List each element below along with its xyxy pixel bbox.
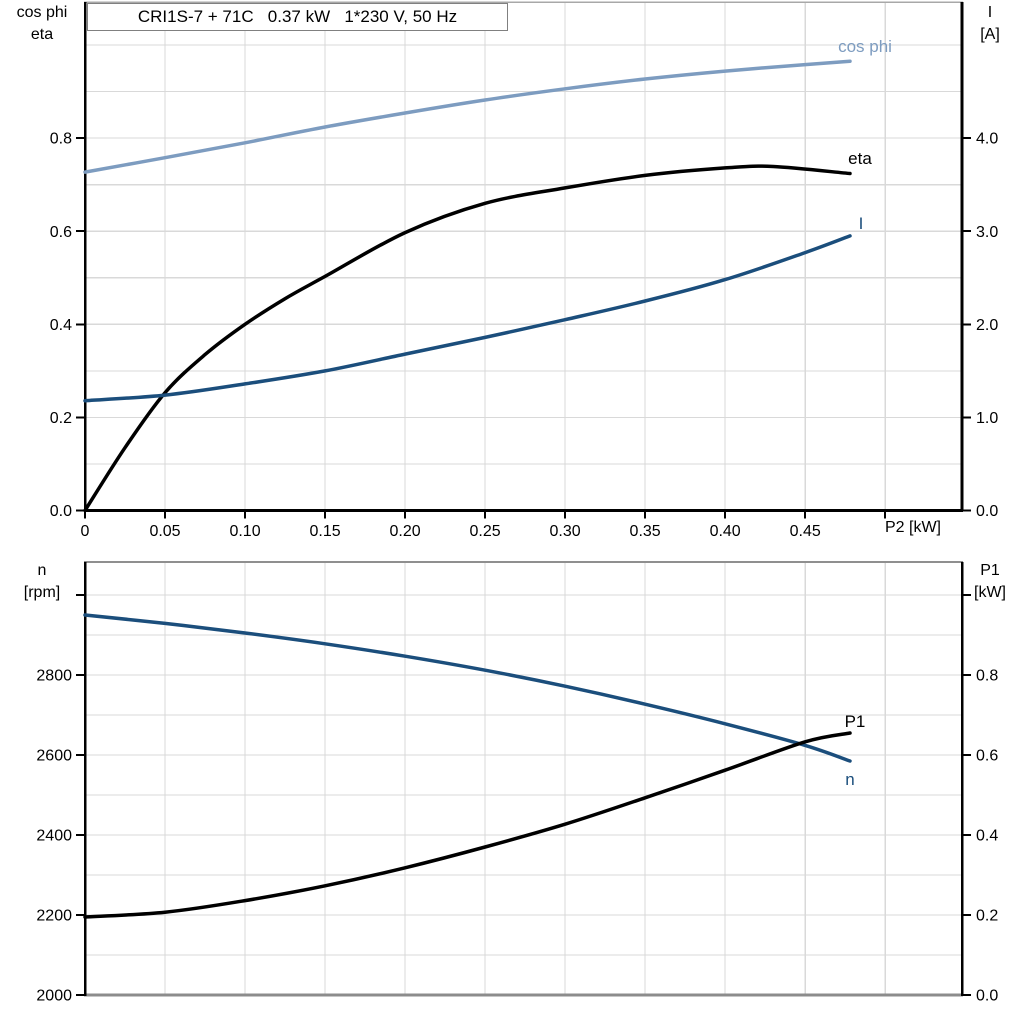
motor-curves-bottom-panel: 2000 2200 2400 2600 2800 0.0 0.2 0.4 0.6 0.8 P1 n bbox=[36, 561, 998, 1005]
left-tick-label: 2000 bbox=[36, 988, 72, 1005]
x-axis-label: P2 [kW] bbox=[884, 519, 941, 536]
curve-label-p1: P1 bbox=[845, 712, 866, 731]
x-tick-label: 0.20 bbox=[390, 523, 421, 540]
x-tick-label: 0.35 bbox=[630, 523, 661, 540]
left-tick-label: 2200 bbox=[36, 908, 72, 925]
right-tick-label: 4.0 bbox=[976, 131, 998, 148]
motor-curves-top-ticks: 0.0 0.2 0.4 0.6 0.8 0.0 1.0 2.0 3.0 4.0 0 0.05 0.10 0… bbox=[50, 131, 999, 540]
curve-label-i: I bbox=[859, 214, 864, 233]
x-tick-label: 0 bbox=[81, 523, 90, 540]
curve-label-eta: eta bbox=[848, 149, 872, 168]
right-tick-label: 1.0 bbox=[976, 410, 998, 427]
x-tick-label: 0.05 bbox=[149, 523, 180, 540]
curve-label-cos-phi: cos phi bbox=[838, 37, 892, 56]
series-i-curve bbox=[83, 234, 852, 403]
right-tick-label: 0.0 bbox=[976, 988, 998, 1005]
motor-curves-top-panel: 0.0 0.2 0.4 0.6 0.8 0.0 1.0 2.0 3.0 4.0 0 0.05 0.10 0… bbox=[50, 1, 999, 540]
right-axis-title-line1: I bbox=[987, 4, 993, 21]
series-p1-curve bbox=[83, 731, 852, 919]
x-tick-label: 0.15 bbox=[309, 523, 340, 540]
left-tick-label: 2600 bbox=[36, 748, 72, 765]
motor-curves-bottom-grid bbox=[85, 562, 962, 995]
x-tick-label: 0.10 bbox=[229, 523, 260, 540]
chart-title: CRI1S-7 + 71C 0.37 kW 1*230 V, 50 Hz bbox=[137, 7, 458, 26]
right-tick-label: 3.0 bbox=[976, 224, 998, 241]
power-axis-title-line1: P1 bbox=[980, 562, 1000, 579]
power-axis-title-line2: [kW] bbox=[974, 584, 1006, 601]
series-eta-curve bbox=[83, 164, 852, 513]
left-tick-label: 0.6 bbox=[50, 224, 72, 241]
speed-axis-title-line1: n bbox=[37, 562, 47, 579]
right-tick-label: 0.6 bbox=[976, 748, 998, 765]
motor-curves-bottom-ticks: 2000 2200 2400 2600 2800 0.0 0.2 0.4 0.6 0.8 bbox=[36, 594, 998, 1005]
left-axis-title-line1: cos phi bbox=[16, 4, 68, 21]
right-tick-label: 0.8 bbox=[976, 668, 998, 685]
chart-title-box: CRI1S-7 + 71C 0.37 kW 1*230 V, 50 Hz bbox=[87, 3, 508, 31]
left-axis-title-line2: eta bbox=[30, 26, 54, 43]
motor-curves-top-grid bbox=[85, 2, 962, 511]
bottom-left-axis-title: n [rpm] bbox=[0, 560, 84, 604]
top-left-axis-title: cos phi eta bbox=[0, 2, 84, 46]
left-tick-label: 2800 bbox=[36, 668, 72, 685]
right-tick-label: 2.0 bbox=[976, 317, 998, 334]
left-tick-label: 0.0 bbox=[50, 503, 72, 520]
left-tick-label: 0.8 bbox=[50, 131, 72, 148]
series-n-curve bbox=[83, 613, 852, 763]
right-tick-label: 0.2 bbox=[976, 908, 998, 925]
left-tick-label: 0.2 bbox=[50, 410, 72, 427]
x-tick-label: 0.30 bbox=[550, 523, 581, 540]
left-tick-label: 0.4 bbox=[50, 317, 72, 334]
x-tick-label: 0.25 bbox=[470, 523, 501, 540]
curve-label-n: n bbox=[845, 770, 854, 789]
speed-axis-title-line2: [rpm] bbox=[23, 584, 61, 601]
series-cos-phi-curve bbox=[83, 59, 852, 174]
right-tick-label: 0.4 bbox=[976, 828, 998, 845]
bottom-right-axis-title: P1 [kW] bbox=[958, 560, 1022, 604]
left-tick-label: 2400 bbox=[36, 828, 72, 845]
right-tick-label: 0.0 bbox=[976, 503, 998, 520]
x-tick-label: 0.40 bbox=[710, 523, 741, 540]
top-right-axis-title: I [A] bbox=[958, 2, 1022, 46]
right-axis-title-line2: [A] bbox=[980, 26, 1000, 43]
x-tick-label: 0.45 bbox=[790, 523, 821, 540]
